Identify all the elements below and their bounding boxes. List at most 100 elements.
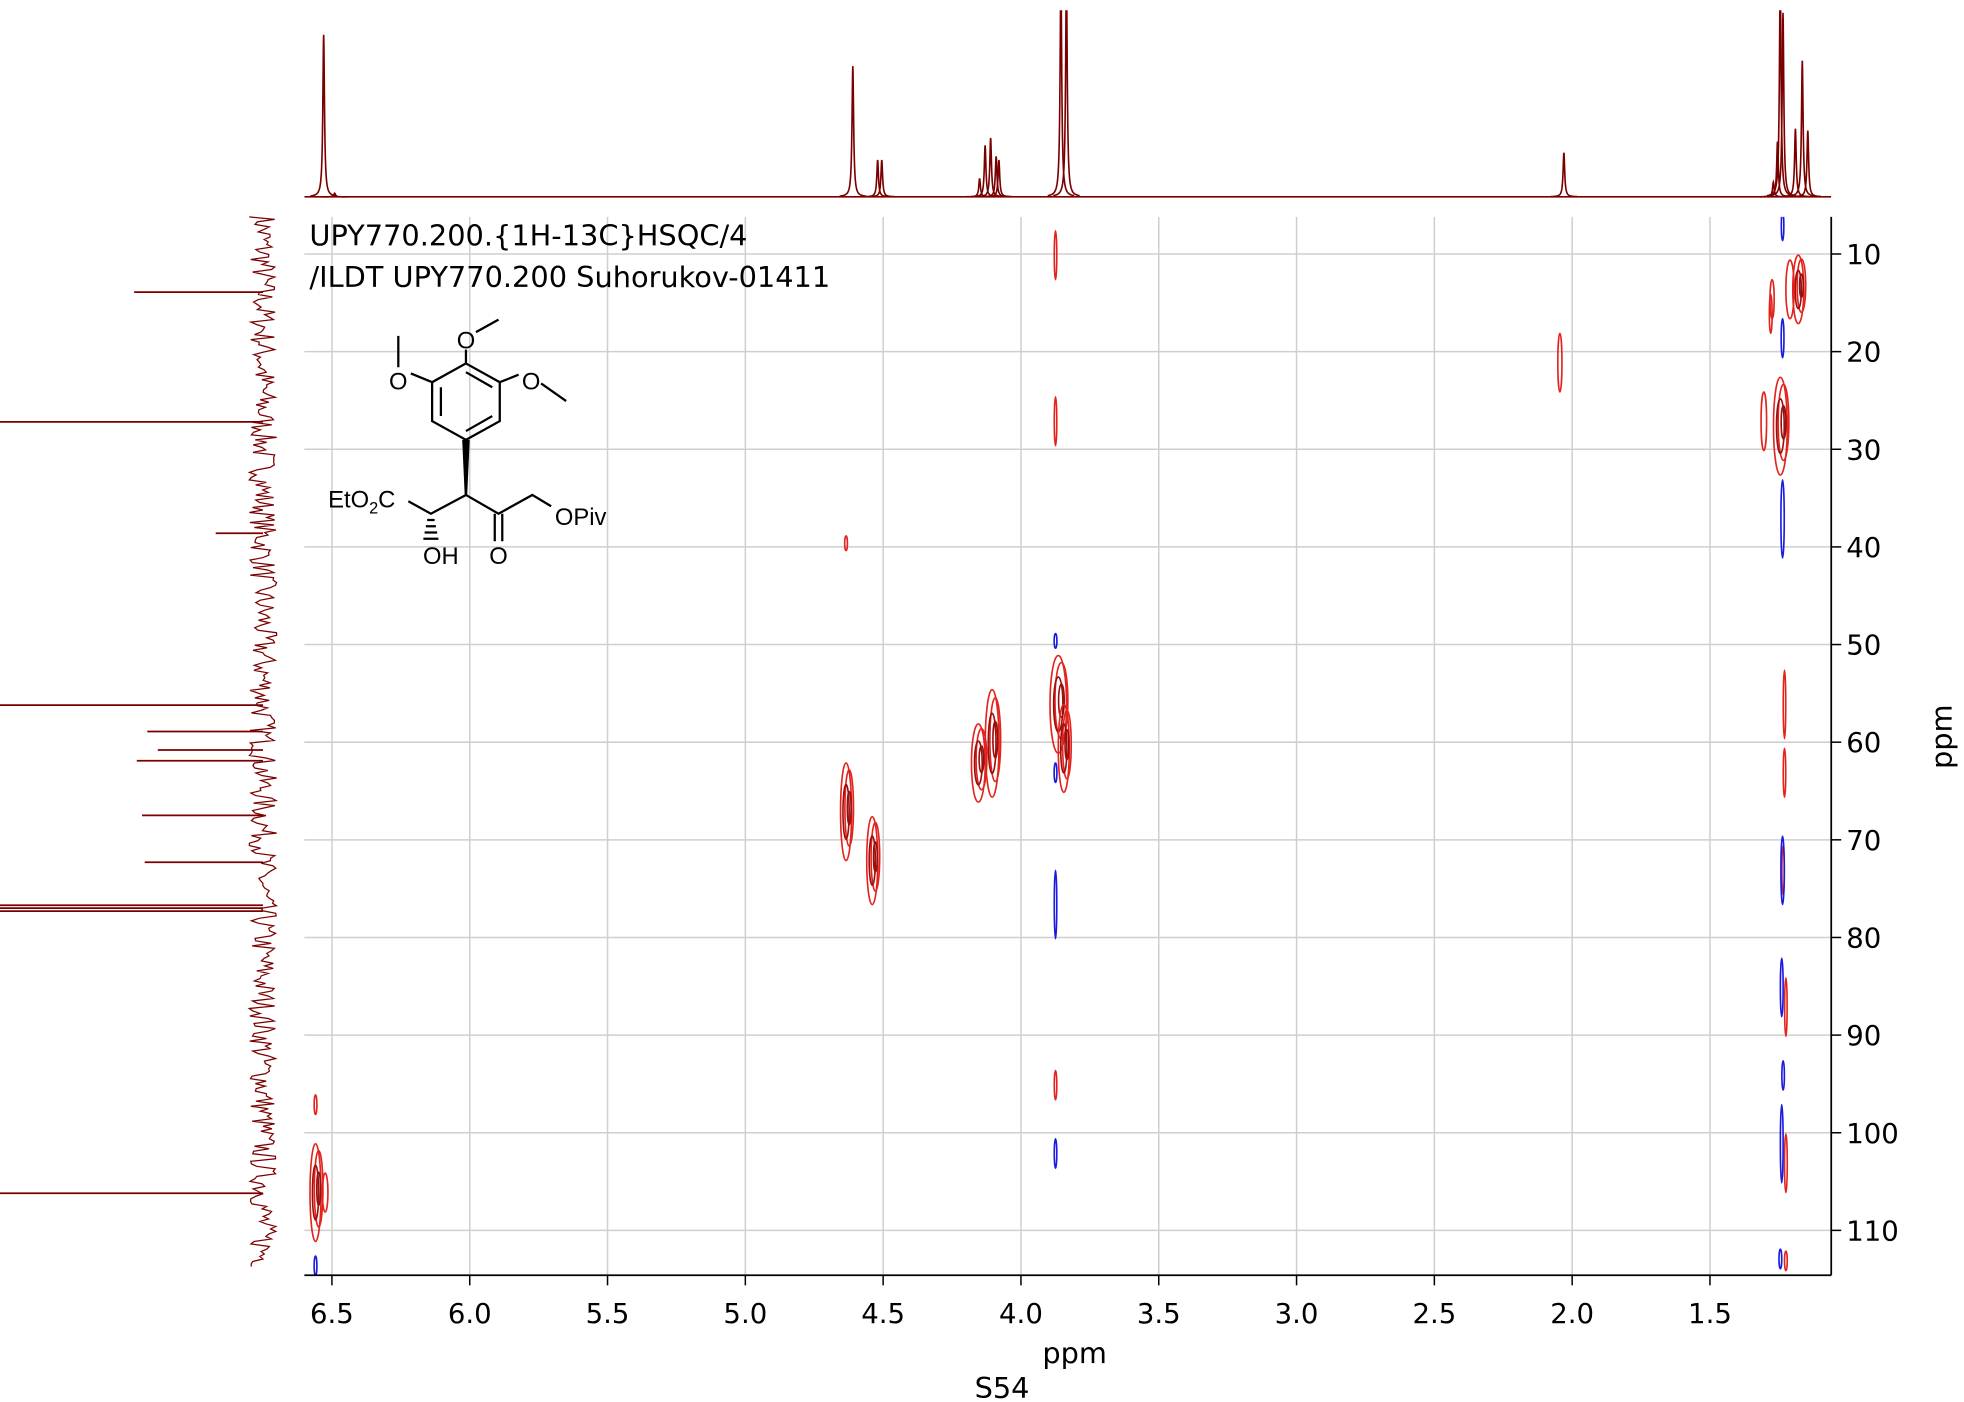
contour <box>870 821 881 892</box>
noise-trace <box>247 216 279 1267</box>
y-tick-label: 50 <box>1846 630 1881 662</box>
y-tick-label: 40 <box>1846 532 1881 564</box>
proton-peak <box>321 192 348 198</box>
contour <box>321 1172 329 1213</box>
contour <box>1778 1248 1783 1270</box>
contour <box>1798 273 1805 299</box>
contour <box>1053 1069 1058 1101</box>
contour <box>868 835 877 887</box>
proton-peak <box>1053 10 1080 197</box>
title-line: UPY770.200.{1H-13C}HSQC/4 <box>309 219 747 253</box>
contour <box>978 745 985 774</box>
atom-label: C <box>378 486 395 513</box>
contour <box>1053 396 1058 447</box>
contour <box>313 1094 318 1116</box>
contour <box>984 688 1000 798</box>
bond <box>407 493 552 542</box>
contour <box>1053 230 1058 281</box>
contour <box>1064 728 1070 761</box>
contour <box>1783 1250 1789 1272</box>
proton-peak <box>864 159 891 198</box>
x-tick-label: 6.5 <box>310 1298 354 1330</box>
contour <box>846 790 852 826</box>
y-tick-label: 70 <box>1846 825 1881 857</box>
x-tick-label: 5.5 <box>586 1298 630 1330</box>
contour <box>1780 216 1785 242</box>
proton-peak <box>1047 10 1075 197</box>
contour <box>1053 762 1058 784</box>
contour <box>315 1171 322 1207</box>
proton-peak <box>310 34 338 197</box>
contour <box>1783 976 1788 1038</box>
x-tick-label: 3.5 <box>1137 1298 1181 1330</box>
contour <box>1777 383 1790 462</box>
x-tick-label: 3.0 <box>1275 1298 1319 1330</box>
contour <box>1557 332 1563 393</box>
atom-label: O <box>457 327 476 354</box>
contour <box>987 712 997 775</box>
contour <box>1780 835 1786 906</box>
x-tick-label: 4.0 <box>999 1298 1043 1330</box>
proton-peak <box>1782 128 1809 198</box>
y-tick-label: 110 <box>1846 1215 1899 1247</box>
structure: O O O EtO2C OH O OPiv <box>328 318 607 570</box>
y-tick-label: 30 <box>1846 434 1881 466</box>
wedge <box>462 439 470 495</box>
contour <box>1780 478 1786 559</box>
atom-label: OPiv <box>555 504 607 531</box>
x-tick-label: 2.0 <box>1550 1298 1594 1330</box>
noise <box>247 216 279 1267</box>
contour <box>975 727 988 791</box>
proton-peak <box>1794 130 1822 198</box>
contour <box>1781 1059 1786 1091</box>
atom-label: O <box>489 543 508 570</box>
contour <box>1057 683 1066 719</box>
contour <box>1053 632 1058 650</box>
proton-peak <box>1550 152 1578 198</box>
y-tick-label: 20 <box>1846 337 1881 369</box>
contour <box>1785 259 1795 320</box>
proton-peak <box>1766 10 1794 197</box>
subscript: 2 <box>369 500 378 518</box>
contour <box>1782 669 1787 740</box>
x-axis-label: ppm <box>1042 1336 1107 1370</box>
contour <box>1772 376 1789 476</box>
y-tick-label: 80 <box>1846 922 1881 954</box>
contour <box>1768 293 1773 335</box>
grid <box>304 216 1832 1276</box>
contour <box>843 535 849 552</box>
contour <box>973 740 984 786</box>
contour <box>1775 397 1786 455</box>
page-label: S54 <box>975 1371 1030 1402</box>
x-tick-label: 4.5 <box>861 1298 905 1330</box>
contour <box>313 1255 318 1276</box>
x-tick-label: 2.5 <box>1412 1298 1456 1330</box>
title-line: /ILDT UPY770.200 Suhorukov-01411 <box>309 260 830 294</box>
contour <box>872 841 879 873</box>
contour <box>1783 1133 1789 1194</box>
bond <box>397 318 567 402</box>
contour <box>1794 269 1803 310</box>
bond <box>423 518 439 540</box>
atom-label: O <box>522 369 541 396</box>
contour <box>1053 869 1058 940</box>
contour <box>1061 709 1073 780</box>
contour <box>992 720 999 759</box>
contour <box>1053 1138 1058 1169</box>
contour <box>989 696 1002 783</box>
left-projection <box>0 291 264 1195</box>
contour <box>1780 317 1785 359</box>
x-tick-label: 6.0 <box>448 1298 492 1330</box>
contour <box>842 783 850 840</box>
contour <box>311 1164 320 1221</box>
proton-peak <box>868 159 895 198</box>
atom-label: O <box>389 369 408 396</box>
y-tick-label: 10 <box>1846 239 1881 271</box>
atom-label: EtO <box>328 486 369 513</box>
proton-peak <box>839 66 867 197</box>
axes: 6.5 6.0 5.5 5.0 4.5 4.0 3.5 3.0 2.5 2.0 1.5 10 20 30 4… <box>304 216 1899 1330</box>
contour <box>1780 404 1787 440</box>
contour <box>1760 391 1768 452</box>
contour <box>844 769 855 847</box>
